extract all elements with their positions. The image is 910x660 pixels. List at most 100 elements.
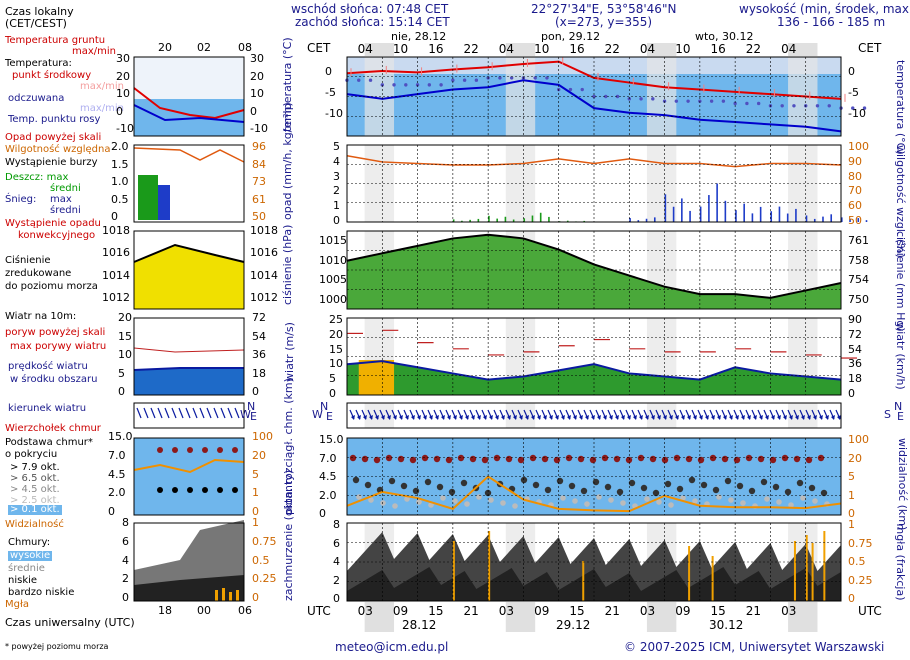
legend-rain-mid: średni <box>50 183 81 194</box>
cloud-top-dot <box>445 456 453 464</box>
legend-pressure-3: do poziomu morza <box>5 281 98 292</box>
precipitation-bar <box>548 216 550 222</box>
axis-tick-label: 0 <box>333 592 340 605</box>
axis-title-cover: zachmurzenie (oktanty) <box>282 469 295 601</box>
wind-arrow-head <box>777 415 781 420</box>
hour-label-bottom: 21 <box>604 604 620 618</box>
wind-arrow-head <box>591 415 595 420</box>
precipitation-bar <box>469 219 471 222</box>
precipitation-bar <box>539 212 542 222</box>
wind-arrow-head <box>519 415 523 420</box>
axis-tick-label: 5 <box>329 372 336 386</box>
cloud-top-dot <box>697 456 705 464</box>
precipitation-bar <box>477 218 480 222</box>
axis-tick-label: -10 <box>116 122 134 135</box>
legend-humidity-line <box>133 147 245 163</box>
legend-wind-arrow <box>227 407 233 419</box>
axis-tick-label: 10 <box>329 357 343 371</box>
cloud-base-dot <box>716 494 722 500</box>
legend-wind-arrow <box>206 407 212 419</box>
wind-arrow-head <box>489 415 493 420</box>
day-label: pon, 29.12 <box>541 30 601 43</box>
legend-cloud-base-dot <box>172 487 178 493</box>
axis-tick-label: 1 <box>333 199 340 213</box>
axis-tick-label: 761 <box>848 234 869 247</box>
legend-dew: Temp. punktu rosy <box>8 114 101 125</box>
precipitation-bar <box>841 217 843 222</box>
night-band-top <box>646 43 677 56</box>
utc-hour: 18 <box>158 604 172 617</box>
cloud-top-dot <box>589 456 597 464</box>
wind-arrow-head <box>555 415 559 420</box>
wind-arrow-head <box>423 415 427 420</box>
wind-arrow-head <box>429 415 433 420</box>
axis-tick-label: 20 <box>116 69 130 83</box>
axis-tick-label: 18 <box>252 366 266 380</box>
cloud-base-dot <box>364 481 372 489</box>
date-label: 30.12 <box>709 618 744 632</box>
legend-cloud-high: wysokie <box>8 550 53 561</box>
axis-tick-label: 20 <box>848 451 862 465</box>
wind-arrow-head <box>813 415 817 420</box>
legend-occur: Wystąpienie opadu <box>5 218 101 229</box>
cloud-base-dot <box>812 498 818 504</box>
wind-arrow-head <box>741 415 745 420</box>
feels-like-point <box>404 83 408 87</box>
axis-tick-label: 4.5 <box>108 467 126 481</box>
wind-arrow-head <box>525 415 529 420</box>
axis-tick-label: 100 <box>848 433 869 446</box>
contact-email[interactable]: meteo@icm.edu.pl <box>335 640 449 654</box>
night-band-bottom <box>788 602 818 632</box>
night-band <box>646 403 677 428</box>
cloud-base-dot <box>820 489 828 497</box>
cloud-top-dot <box>517 456 525 464</box>
axis-tick-label: 0 <box>116 104 123 118</box>
legend-visibility-line <box>133 458 245 474</box>
feels-like-point <box>827 104 831 108</box>
wind-arrow-head <box>825 415 829 420</box>
fog-bar <box>805 535 808 601</box>
precipitation-bar <box>743 203 745 222</box>
axis-tick-label: 1 <box>848 488 855 502</box>
axis-tick-label: 0 <box>250 104 257 118</box>
axis-tick-label: 1.0 <box>111 175 129 188</box>
wind-arrow-head <box>729 415 733 420</box>
compass-e-right: E <box>897 410 904 423</box>
wind-arrow-head <box>615 415 619 420</box>
legend-cloud-base-dot <box>157 487 163 493</box>
night-band-top <box>788 43 818 56</box>
cloud-top-dot <box>457 454 465 462</box>
hour-label-top: 04 <box>781 42 797 56</box>
cloud-base-dot <box>620 500 626 506</box>
legend-wind-arrow <box>220 407 226 419</box>
wind-arrow-head <box>465 415 469 420</box>
precipitation-bar <box>531 215 534 222</box>
cloud-top-dot <box>769 456 777 464</box>
legend-cloud-base-dot <box>217 487 223 493</box>
cloud-top-dot <box>613 455 621 463</box>
cloud-top-dot <box>805 456 813 464</box>
legend-wind-arrow <box>164 407 170 419</box>
compass-s-right: S <box>884 408 891 421</box>
feels-like-point <box>651 97 655 101</box>
cloud-top-dot <box>541 455 549 463</box>
axis-tick-label: 96 <box>252 140 266 153</box>
cloud-top-dot <box>733 456 741 464</box>
legend-pressure-1: Ciśnienie <box>5 255 51 266</box>
cloud-base-dot <box>776 499 782 505</box>
legend-snow-bar <box>158 185 170 220</box>
cloud-base-dot <box>500 500 506 506</box>
axis-tick-label: 20 <box>252 448 266 462</box>
axis-tick-label: 750 <box>848 293 869 306</box>
wind-arrow-head <box>681 415 685 420</box>
feels-like-point <box>592 94 596 99</box>
cloud-base-dot <box>440 495 446 501</box>
axis-tick-label: 2 <box>333 184 340 198</box>
axis-tick-label: 20 <box>329 327 343 341</box>
cloud-top-dot <box>373 456 381 464</box>
hour-label-top: 10 <box>534 42 550 56</box>
grid-point-text: (x=273, y=355) <box>555 15 653 29</box>
wind-arrow-head <box>621 415 625 420</box>
legend-cloud-top-dot <box>172 447 178 453</box>
hour-label-bottom: 15 <box>569 604 585 618</box>
